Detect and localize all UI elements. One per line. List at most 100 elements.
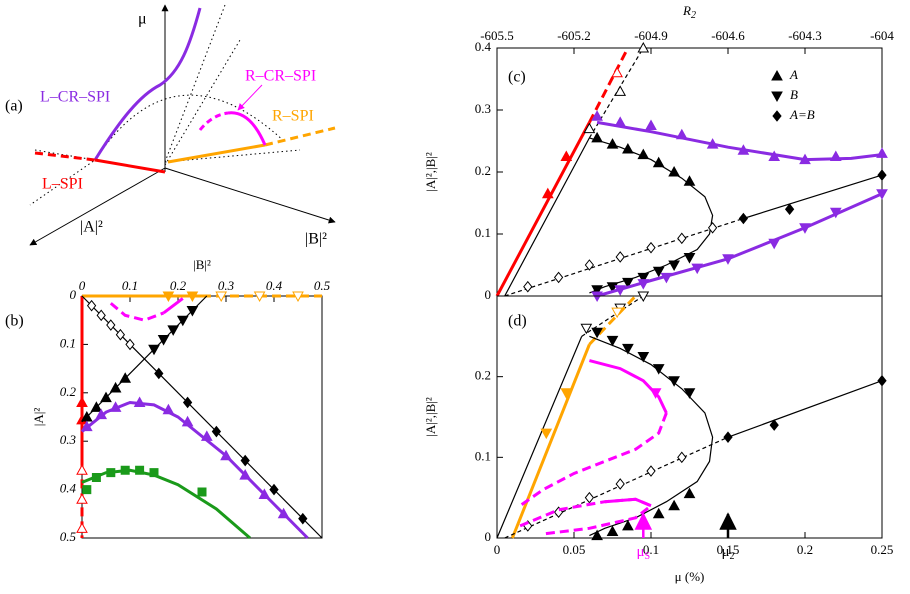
data-marker <box>186 306 199 317</box>
data-marker <box>584 491 595 504</box>
data-marker <box>637 272 650 284</box>
x-tick-label: 0 <box>494 542 501 557</box>
annotation-text: μ <box>721 544 729 560</box>
r-spi-dashed <box>264 126 336 147</box>
data-marker <box>541 187 554 199</box>
data-marker <box>683 253 696 264</box>
data-marker <box>722 254 734 265</box>
curve-label: L–SPI <box>42 176 83 193</box>
data-marker <box>76 493 88 504</box>
panel-label: (b) <box>5 313 24 330</box>
y-tick-label: 0.4 <box>475 39 492 54</box>
y-axis-label: |A|²,|B|² <box>423 152 438 192</box>
data-marker <box>622 343 634 355</box>
data-marker <box>683 487 696 499</box>
data-marker <box>614 285 627 296</box>
data-marker <box>258 488 271 499</box>
data-marker <box>637 148 650 160</box>
axis-label: |B|² <box>305 231 327 248</box>
curve-label: L–CR–SPI <box>40 89 110 106</box>
data-marker <box>683 388 696 399</box>
x2-label-text: R <box>682 3 691 18</box>
x-axis-label: |B|² <box>193 257 211 272</box>
x2-tick-label: -604.6 <box>711 28 745 43</box>
data-marker <box>591 327 603 339</box>
data-marker <box>877 169 887 181</box>
data-marker <box>622 277 634 289</box>
data-marker <box>167 325 180 336</box>
data-marker <box>668 499 680 511</box>
data-marker <box>133 396 146 407</box>
r-cr-spi-dashed <box>198 111 229 131</box>
legend-marker <box>772 110 782 122</box>
data-marker <box>277 507 290 519</box>
dotted-guide <box>164 4 241 166</box>
data-marker <box>652 507 665 519</box>
y-tick-label: 0 <box>70 287 77 302</box>
r-spi-curve <box>167 143 266 164</box>
data-marker <box>580 323 593 335</box>
b-axis <box>164 167 336 224</box>
data-marker <box>645 119 657 130</box>
data-marker <box>611 66 623 78</box>
data-marker <box>215 291 228 303</box>
y-axis-label: |A|²,|B|² <box>423 397 438 437</box>
y-tick-label: 0 <box>485 287 492 302</box>
schematic: (a) μ |A|² |B|² L–CR–SPI R–CR–SPI R–SPI … <box>5 4 336 248</box>
series-line <box>511 343 591 539</box>
data-marker <box>200 430 213 441</box>
data-marker <box>135 465 145 475</box>
data-marker <box>583 122 596 134</box>
data-marker <box>668 260 680 272</box>
x-tick-label: 0.1 <box>122 278 138 293</box>
legend-label: A=B <box>789 107 815 122</box>
data-marker <box>799 153 811 165</box>
series-line <box>109 302 165 322</box>
data-marker <box>211 425 222 438</box>
series-line <box>743 174 883 220</box>
data-marker <box>591 285 603 296</box>
series-line <box>588 47 630 124</box>
data-marker <box>560 150 573 161</box>
data-marker <box>707 221 718 234</box>
data-marker <box>95 408 108 420</box>
data-marker <box>591 529 603 541</box>
panel-label: (d) <box>508 313 527 330</box>
x-tick-label: 0.3 <box>218 278 235 293</box>
data-marker <box>769 419 779 431</box>
l-cr-spi-curve <box>93 7 202 161</box>
data-marker <box>677 451 687 464</box>
y-tick-label: 0.2 <box>475 163 491 178</box>
y-tick-label: 0.2 <box>475 368 491 383</box>
data-marker <box>683 175 696 186</box>
data-marker <box>120 465 130 475</box>
data-marker <box>220 449 232 461</box>
series-line <box>519 412 668 507</box>
axis-label: μ <box>138 11 147 28</box>
data-marker <box>615 478 625 490</box>
data-marker <box>269 483 279 496</box>
x-tick-label: 0.1 <box>643 542 659 557</box>
data-marker <box>186 291 199 303</box>
data-marker <box>119 372 132 383</box>
data-marker <box>540 428 553 440</box>
curve-label: R–CR–SPI <box>245 68 316 85</box>
data-marker <box>622 519 634 531</box>
data-marker <box>784 203 795 216</box>
data-marker <box>91 473 101 482</box>
x2-tick-label: -605.5 <box>480 28 514 43</box>
data-marker <box>652 156 665 168</box>
x2-tick-label: -604.3 <box>788 28 822 43</box>
data-marker <box>706 138 719 149</box>
x-tick-label: 0.25 <box>871 542 894 557</box>
data-marker <box>182 396 193 409</box>
data-marker <box>606 282 619 293</box>
data-marker <box>125 338 135 351</box>
y-tick-label: 0.1 <box>475 225 491 240</box>
data-marker <box>660 272 673 284</box>
legend-label: B <box>790 87 798 102</box>
series-line <box>496 336 583 539</box>
annotation: μ2 <box>721 544 734 562</box>
data-marker <box>622 143 634 154</box>
data-marker <box>876 147 888 158</box>
